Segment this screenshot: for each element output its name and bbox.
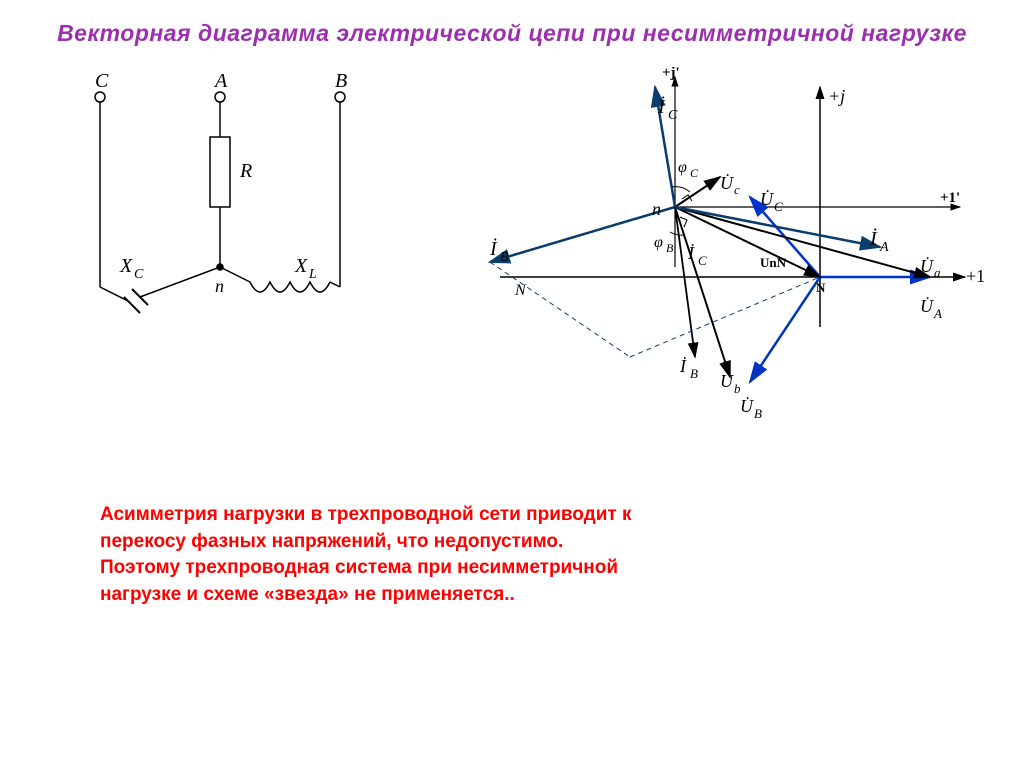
text-line-3: Поэтому трехпроводная система при несимм… — [100, 555, 984, 582]
svg-text:İ: İ — [657, 95, 666, 118]
ub-small-label: U̇ b — [720, 370, 741, 396]
n-axis-label: N — [514, 282, 527, 299]
ub-big-label: U̇ B — [740, 395, 762, 421]
ic2-label: İ C — [687, 243, 707, 268]
unn-label: UnN — [760, 255, 787, 270]
oneprime-axis-label: +1' — [940, 190, 960, 206]
svg-text:İ: İ — [869, 227, 878, 250]
uc-big-label: U̇ C — [760, 188, 783, 214]
svg-text:C: C — [134, 267, 144, 282]
phib-label: φ B — [654, 234, 674, 255]
explanation-text: Асимметрия нагрузки в трехпроводной сети… — [100, 502, 984, 608]
svg-text:U̇: U̇ — [760, 188, 774, 209]
svg-text:a: a — [934, 265, 941, 280]
svg-text:A: A — [879, 240, 889, 255]
terminal-a-label: A — [213, 70, 228, 92]
text-line-2: перекосу фазных напряжений, что недопуст… — [100, 529, 984, 556]
svg-text:U̇: U̇ — [920, 295, 934, 316]
svg-text:b: b — [734, 381, 741, 396]
svg-text:U̇: U̇ — [720, 172, 734, 193]
svg-text:B: B — [500, 250, 509, 265]
svg-text:U̇: U̇ — [720, 370, 734, 391]
svg-text:C: C — [774, 199, 783, 214]
one-axis-label: +1 — [966, 266, 985, 286]
circuit-diagram: C A B R X C X L n — [40, 67, 400, 472]
svg-text:c: c — [734, 182, 740, 197]
svg-text:C: C — [690, 166, 699, 180]
page-title: Векторная диаграмма электрической цепи п… — [40, 20, 984, 47]
uc-small-label: U̇ c — [720, 172, 740, 197]
terminal-c-label: C — [95, 70, 109, 92]
terminal-b-label: B — [335, 70, 347, 92]
text-line-4: нагрузке и схеме «звезда» не применяется… — [100, 582, 984, 609]
svg-text:B: B — [666, 241, 674, 255]
svg-text:İ: İ — [679, 356, 687, 376]
svg-text:İ: İ — [489, 237, 498, 260]
svg-text:X: X — [119, 255, 133, 277]
svg-text:C: C — [668, 108, 678, 123]
j-axis-label: +j — [828, 86, 845, 106]
text-line-1: Асимметрия нагрузки в трехпроводной сети… — [100, 502, 984, 529]
svg-text:İ: İ — [687, 243, 695, 263]
svg-text:U̇: U̇ — [740, 395, 754, 416]
jprime-axis-label: +j' — [662, 67, 680, 81]
vector-diagram: N — [430, 67, 990, 472]
svg-text:φ: φ — [654, 234, 663, 251]
svg-text:A: A — [933, 306, 942, 321]
svg-text:B: B — [754, 406, 762, 421]
ia-label: İ A — [869, 227, 889, 255]
svg-text:B: B — [690, 366, 698, 381]
svg-text:X: X — [294, 255, 308, 277]
svg-text:C: C — [698, 253, 707, 268]
point-bign-label: N — [816, 280, 826, 295]
svg-text:U̇: U̇ — [920, 255, 934, 276]
svg-text:φ: φ — [678, 159, 687, 176]
ua-big-label: U̇ A — [920, 295, 942, 321]
xc-label: X C — [119, 255, 144, 282]
xl-label: X L — [294, 255, 317, 282]
resistor-label: R — [239, 160, 252, 182]
neutral-n-label: n — [215, 276, 224, 296]
svg-text:L: L — [308, 267, 317, 282]
point-n-label: n — [652, 199, 661, 219]
phic-label: φ C — [678, 159, 699, 180]
ib2-label: İ B — [679, 356, 698, 381]
